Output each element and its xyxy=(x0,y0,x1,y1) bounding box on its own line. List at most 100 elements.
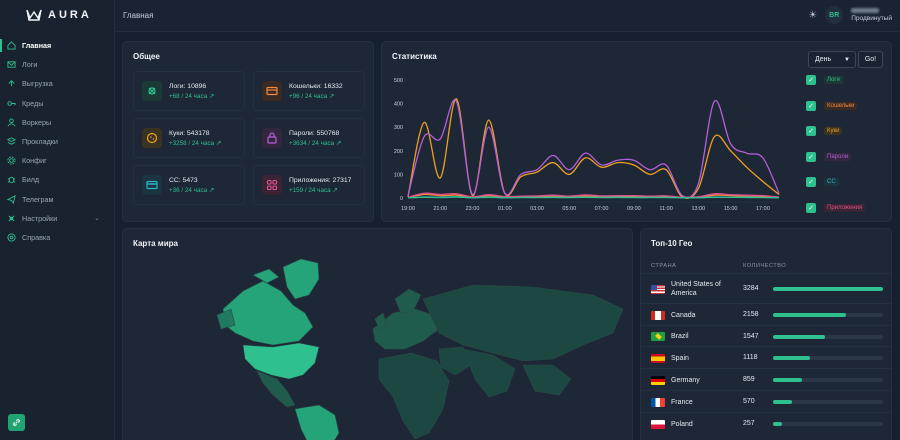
chevron-down-icon: ▼ xyxy=(844,56,850,63)
map-mexico xyxy=(256,370,296,408)
geo-table-row[interactable]: United States of America 3284 xyxy=(641,273,891,303)
geo-country: Canada xyxy=(671,311,696,319)
geo-table-row[interactable]: Canada 2158 xyxy=(641,303,891,325)
flag-fr-icon xyxy=(651,397,665,407)
sidebar-item-8[interactable]: Телеграм xyxy=(0,190,114,209)
trend-up-icon: ↗ xyxy=(215,139,222,147)
map-africa xyxy=(378,352,450,440)
geo-table-row[interactable]: France 570 xyxy=(641,390,891,412)
sidebar-nav: Главная Логи Выгрузка Креды Воркеры Прокладки… xyxy=(0,36,114,247)
link-button[interactable] xyxy=(8,414,25,431)
statistics-card: Статистика День ▼ Go! 0 100 200 300 400 500 19… xyxy=(381,41,892,222)
bug-icon xyxy=(7,175,16,184)
period-select[interactable]: День ▼ xyxy=(808,51,856,68)
stat-tile[interactable]: Пароли: 550768 +3634 / 24 часа ↗ xyxy=(253,118,365,158)
geo-country: Poland xyxy=(671,420,693,428)
checkbox-checked-icon[interactable]: ✓ xyxy=(806,126,816,136)
checkbox-checked-icon[interactable]: ✓ xyxy=(806,177,816,187)
map-asia-south xyxy=(462,348,516,398)
legend-item[interactable]: ✓ Кошельки xyxy=(806,100,858,111)
checkbox-checked-icon[interactable]: ✓ xyxy=(806,75,816,85)
overview-title: Общее xyxy=(133,52,160,61)
geo-country: Germany xyxy=(671,376,700,384)
trend-up-icon: ↗ xyxy=(328,92,335,100)
legend-item[interactable]: ✓ Приложения xyxy=(806,202,866,213)
send-icon xyxy=(7,194,16,204)
sidebar-item-3[interactable]: Креды xyxy=(0,94,114,113)
logo[interactable]: AURA xyxy=(0,0,114,30)
stat-tile[interactable]: СС: 5473 +36 / 24 часа ↗ xyxy=(133,165,245,205)
stat-tile[interactable]: Логи: 10896 +68 / 24 часа ↗ xyxy=(133,71,245,111)
stat-label: Пароли: 550768 xyxy=(289,129,340,137)
flag-de-icon xyxy=(651,375,665,385)
x-tick-label: 19:00 xyxy=(401,206,415,212)
map-alaska xyxy=(216,308,236,330)
geo-count: 257 xyxy=(743,420,755,427)
geo-count: 1118 xyxy=(743,354,758,361)
geo-progress-bar xyxy=(773,313,883,317)
legend-label: Пароли xyxy=(824,152,852,161)
world-map-title: Карта мира xyxy=(133,239,178,248)
legend-item[interactable]: ✓ Логи xyxy=(806,75,843,85)
user-info[interactable]: Продвинутый xyxy=(851,8,892,22)
x-tick-label: 07:00 xyxy=(595,206,609,212)
stat-label: Куки: 543178 xyxy=(169,129,210,137)
settings-icon xyxy=(7,214,16,223)
legend-item[interactable]: ✓ Куки xyxy=(806,126,843,136)
sidebar-item-7[interactable]: Билд xyxy=(0,170,114,189)
checkbox-checked-icon[interactable]: ✓ xyxy=(806,151,816,162)
sidebar-item-9[interactable]: Настройки ⌄ xyxy=(0,209,114,228)
cookie-icon xyxy=(142,128,162,148)
x-tick-label: 13:00 xyxy=(691,206,705,212)
stat-tile[interactable]: Приложения: 27317 +159 / 24 часа ↗ xyxy=(253,165,365,205)
y-tick-label: 100 xyxy=(394,172,403,178)
avatar[interactable]: BR xyxy=(825,6,844,24)
sidebar-item-5[interactable]: Прокладки xyxy=(0,132,114,151)
stat-delta: +36 / 24 часа xyxy=(169,186,208,194)
world-map[interactable] xyxy=(123,229,633,440)
geo-table-row[interactable]: Spain 1118 xyxy=(641,346,891,368)
sidebar-item-1[interactable]: Логи xyxy=(0,55,114,74)
sidebar-item-6[interactable]: Конфиг xyxy=(0,151,114,170)
logo-text: AURA xyxy=(48,9,92,21)
upload-icon xyxy=(7,79,16,88)
geo-country: Spain xyxy=(671,354,689,362)
checkbox-checked-icon[interactable]: ✓ xyxy=(806,202,816,213)
card-icon xyxy=(142,175,162,195)
geo-table-row[interactable]: Poland 257 xyxy=(641,412,891,434)
flag-pl-icon xyxy=(651,419,665,429)
layers-icon xyxy=(7,137,16,146)
theme-toggle-sun-icon[interactable]: ☀ xyxy=(808,9,818,21)
y-tick-label: 300 xyxy=(394,125,403,131)
stat-tile[interactable]: Куки: 543178 +3258 / 24 часа ↗ xyxy=(133,118,245,158)
geo-table-row[interactable]: Brazil 1547 xyxy=(641,325,891,346)
sidebar-item-10[interactable]: Справка xyxy=(0,228,114,247)
x-tick-label: 03:00 xyxy=(530,206,544,212)
geo-table-row[interactable]: Germany 859 xyxy=(641,368,891,390)
geo-country: United States of America xyxy=(671,281,721,297)
sidebar-item-4[interactable]: Воркеры xyxy=(0,113,114,132)
checkbox-checked-icon[interactable]: ✓ xyxy=(806,100,816,111)
geo-count: 859 xyxy=(743,376,755,383)
series-line-Приложения xyxy=(407,192,780,199)
legend-item[interactable]: ✓ СС xyxy=(806,177,839,187)
sidebar-item-0[interactable]: Главная xyxy=(0,36,114,55)
geo-progress-fill xyxy=(773,400,792,404)
key-icon xyxy=(7,99,16,108)
geo-count: 3284 xyxy=(743,285,759,292)
map-uk xyxy=(374,312,388,330)
stat-label: Приложения: 27317 xyxy=(289,176,352,184)
sidebar-item-label: Прокладки xyxy=(22,137,58,147)
stat-tile[interactable]: Кошельки: 16332 +96 / 24 часа ↗ xyxy=(253,71,365,111)
sidebar-item-label: Выгрузка xyxy=(22,79,53,89)
legend-item[interactable]: ✓ Пароли xyxy=(806,151,852,162)
x-tick-label: 23:00 xyxy=(466,206,480,212)
bug-icon xyxy=(142,81,162,101)
legend-label: Приложения xyxy=(824,203,866,212)
geo-progress-bar xyxy=(773,334,883,339)
geo-progress-fill xyxy=(773,313,846,317)
sidebar-item-2[interactable]: Выгрузка xyxy=(0,74,114,93)
stat-delta: +96 / 24 часа xyxy=(289,92,328,100)
stat-delta: +159 / 24 часа xyxy=(289,186,331,194)
go-button[interactable]: Go! xyxy=(858,51,883,68)
